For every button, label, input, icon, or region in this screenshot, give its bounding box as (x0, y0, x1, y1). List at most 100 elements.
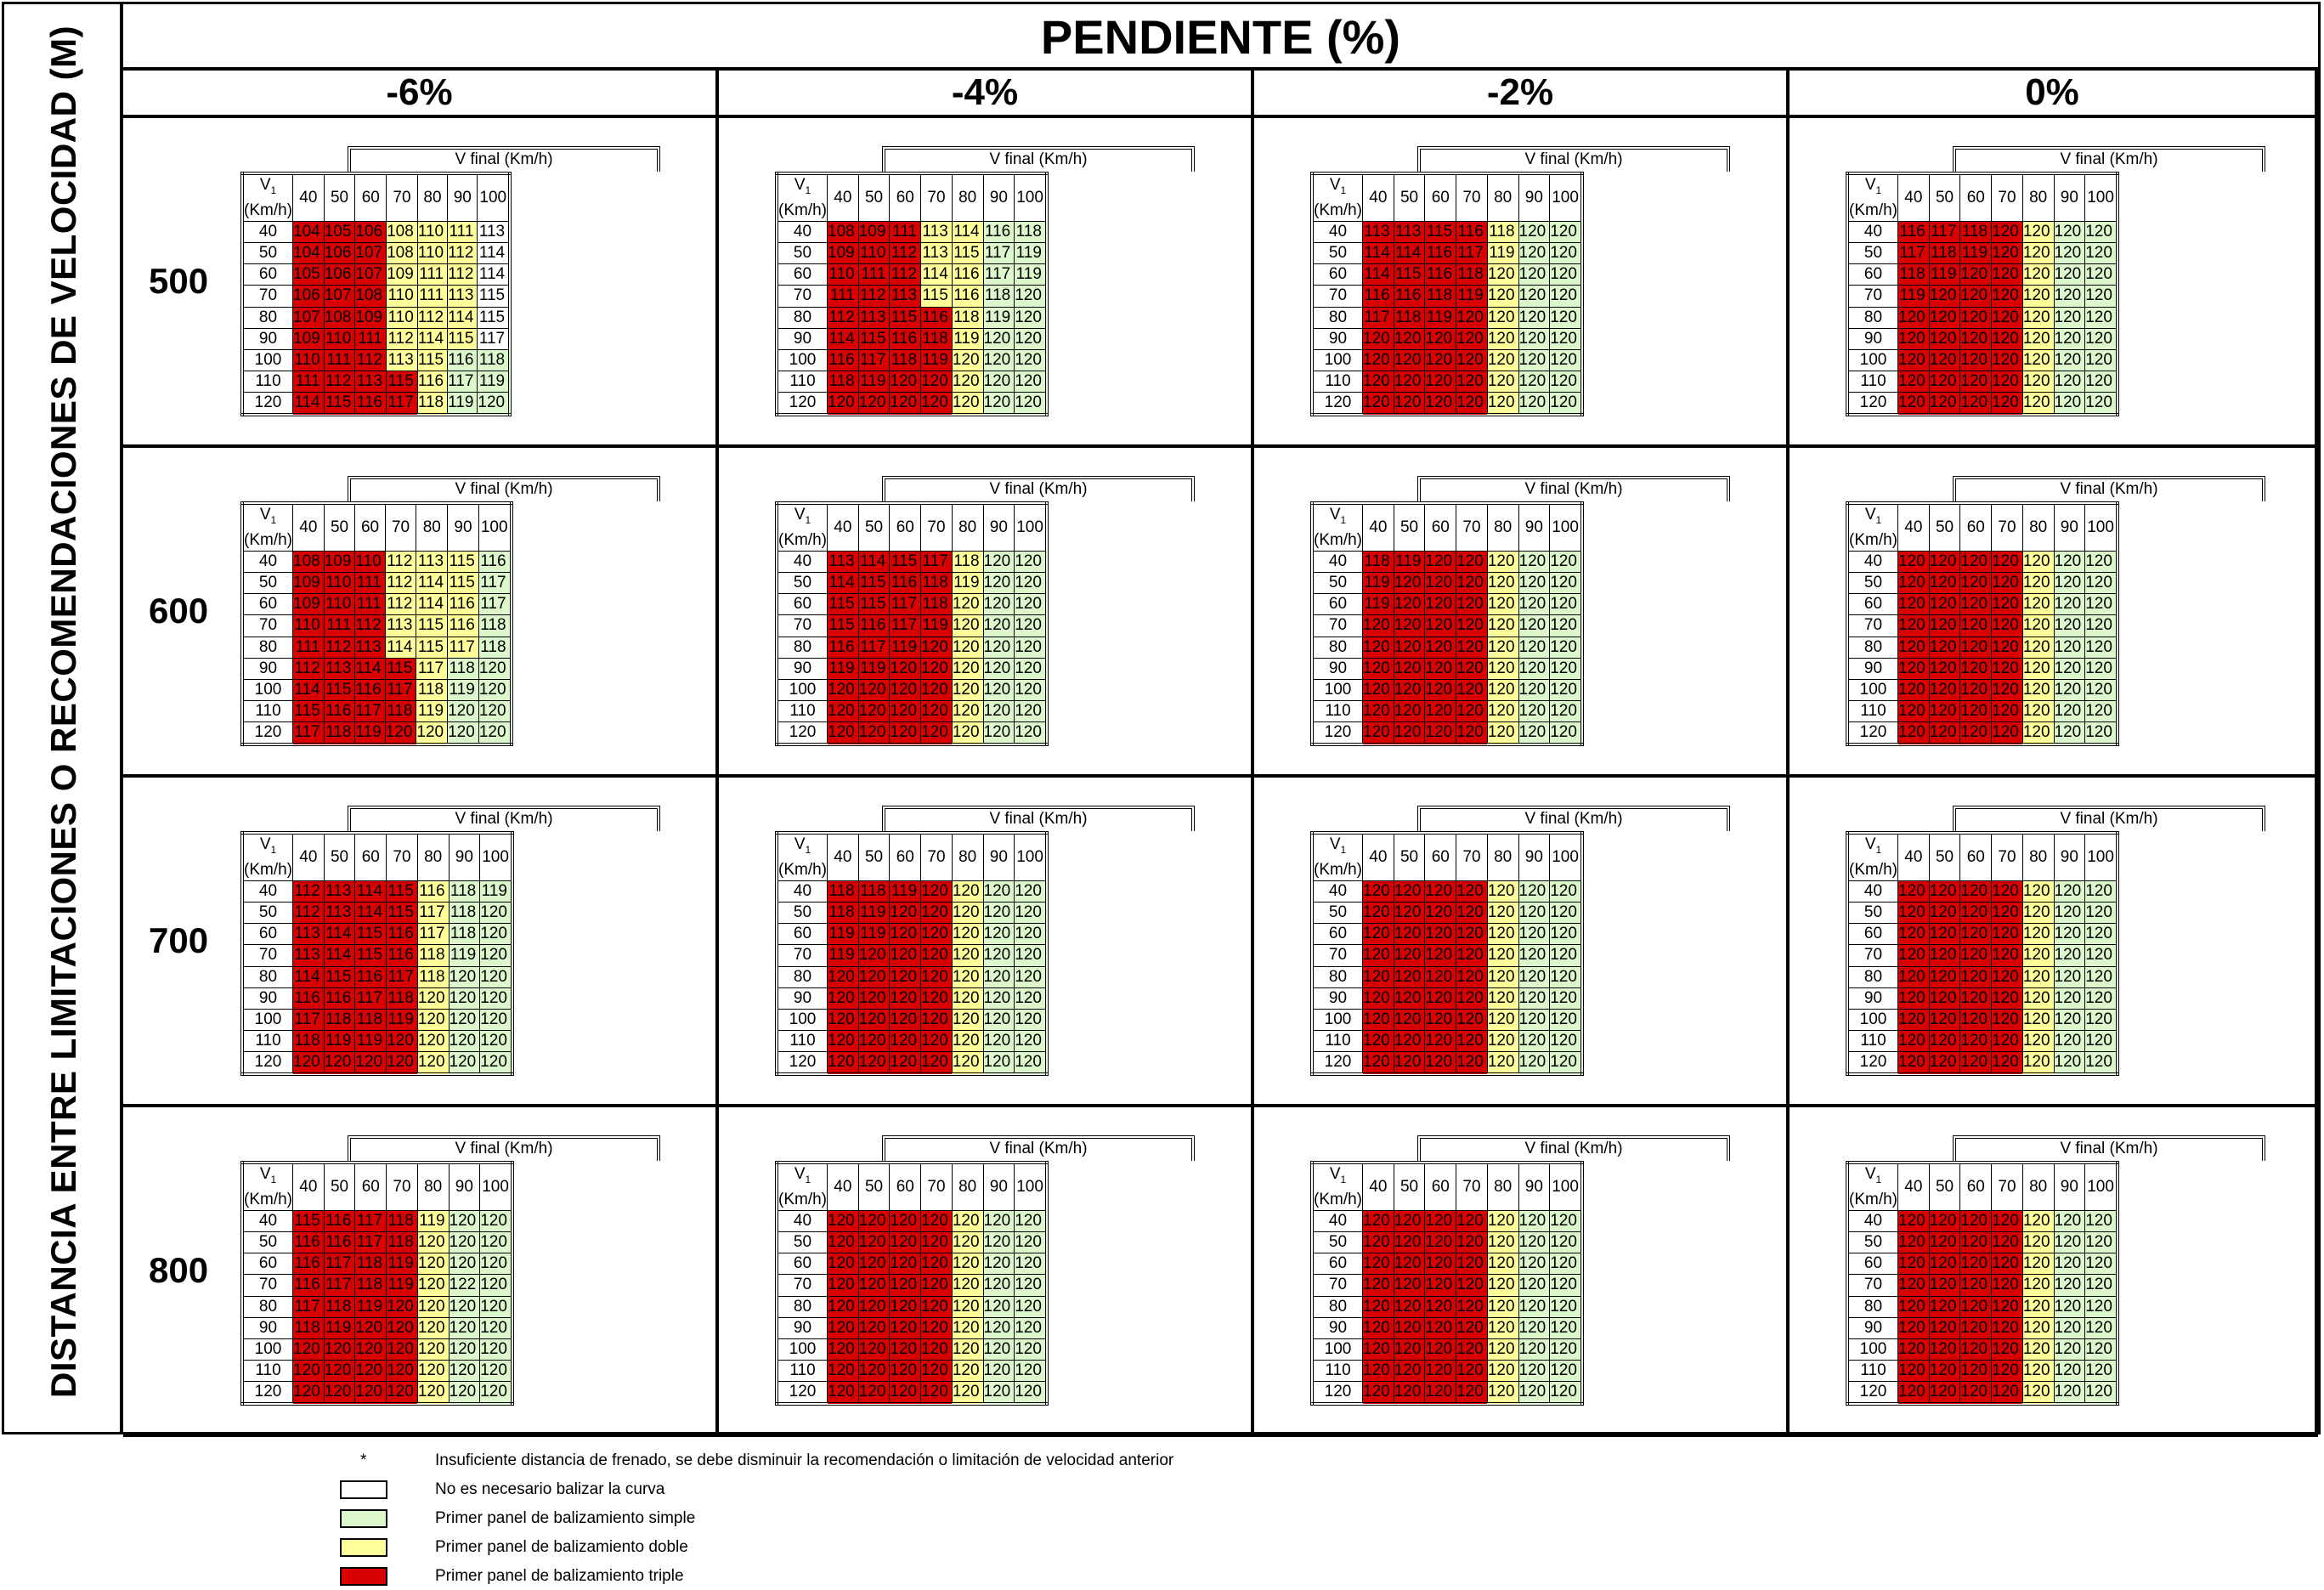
v1-value: 80 (1846, 636, 1898, 659)
speed-value-cell: 113 (827, 550, 859, 573)
speed-value-cell: 120 (1991, 1008, 2023, 1032)
speed-value-cell: 120 (1518, 550, 1551, 573)
header-row: V1 (Km/h) 40 50 60 70 80 90 100 (776, 1162, 1048, 1211)
speed-value-cell: 120 (2021, 306, 2055, 329)
speed-value-cell: 122 (448, 1274, 481, 1297)
speed-value-cell: 120 (1991, 593, 2023, 616)
speed-value-cell: 116 (889, 327, 922, 350)
v1-value: 120 (1311, 721, 1363, 745)
table-row: 70 120 120 120 120 120 120 120 (776, 1274, 1048, 1297)
v-final-column-header: 70 (1456, 1162, 1488, 1211)
v-final-column-header: 60 (354, 832, 387, 881)
v1-value: 100 (1311, 348, 1363, 372)
speed-value-cell: 120 (1456, 1338, 1488, 1361)
speed-value-cell: 119 (1393, 550, 1426, 573)
speed-value-cell: 120 (1549, 593, 1583, 616)
header-row: V1 (Km/h) 40 50 60 70 80 90 100 (241, 1162, 513, 1211)
speed-value-cell: 120 (1362, 392, 1394, 416)
speed-value-cell: 118 (416, 965, 450, 988)
v-final-column-header: 70 (1991, 1162, 2023, 1211)
speed-value-cell: 115 (1393, 263, 1426, 286)
speed-value-cell: 120 (2021, 1051, 2055, 1075)
v-final-column-header: 80 (951, 173, 984, 222)
speed-value-cell: 119 (1014, 241, 1048, 265)
speed-value-cell: 120 (1991, 636, 2023, 659)
speed-value-cell: 110 (386, 285, 418, 308)
speed-value-cell: 120 (1424, 636, 1457, 659)
speed-value-cell: 120 (982, 371, 1015, 393)
speed-value-cell: 120 (2053, 923, 2086, 946)
speed-value-cell: 120 (1424, 880, 1457, 903)
speed-value-cell: 120 (889, 1316, 922, 1339)
table-row: 40 120 120 120 120 120 120 120 (776, 1209, 1048, 1232)
v1-value: 50 (1846, 571, 1898, 595)
v1-header: V1 (Km/h) (1311, 173, 1363, 222)
speed-value-cell: 120 (2084, 987, 2118, 1010)
speed-value-cell: 120 (479, 1360, 513, 1383)
speed-value-cell: 120 (889, 678, 922, 702)
speed-value-cell: 118 (323, 721, 356, 745)
speed-value-cell: 120 (1456, 614, 1488, 637)
speed-value-cell: 114 (827, 327, 859, 350)
table-row: 60 105 106 107 109 111 112 114 (241, 263, 511, 286)
speed-value-cell: 120 (1991, 700, 2023, 723)
table-row: 50 114 114 116 117 119 120 120 (1311, 241, 1583, 265)
v1-value: 70 (241, 1274, 293, 1297)
speed-value-cell: 113 (920, 241, 953, 265)
speed-value-cell: 111 (857, 263, 891, 286)
speed-value-cell: 120 (2053, 1295, 2086, 1318)
v-final-column-header: 70 (386, 832, 418, 881)
speed-value-cell: 120 (920, 1253, 953, 1276)
v1-value: 40 (776, 1209, 828, 1232)
speed-value-cell: 120 (1928, 678, 1961, 702)
v-final-column-header: 60 (1424, 173, 1457, 222)
speed-value-cell: 116 (292, 1274, 325, 1297)
speed-value-cell: 120 (1456, 1030, 1488, 1053)
speed-value-cell: 115 (354, 944, 387, 967)
table-row: 40 118 119 120 120 120 120 120 (1311, 550, 1583, 573)
speed-value-cell: 118 (920, 593, 953, 616)
table-row: 40 104 105 106 108 110 111 113 (241, 220, 511, 243)
speed-value-cell: 120 (1518, 880, 1551, 903)
speed-value-cell: 115 (416, 348, 449, 372)
speed-value-cell: 120 (2021, 636, 2055, 659)
speed-value-cell: 120 (2021, 923, 2055, 946)
v1-header: V1 (Km/h) (241, 173, 293, 222)
speed-value-cell: 120 (1928, 614, 1961, 637)
v-final-column-header: 100 (1549, 1162, 1583, 1211)
speed-value-cell: 120 (1549, 700, 1583, 723)
speed-value-cell: 118 (292, 1316, 325, 1339)
speed-value-cell: 109 (323, 550, 356, 573)
table-row: 50 112 113 114 115 117 118 120 (241, 901, 513, 925)
speed-value-cell: 120 (1518, 923, 1551, 946)
v1-value: 80 (1311, 965, 1363, 988)
speed-value-cell: 119 (1362, 571, 1394, 595)
speed-value-cell: 120 (857, 944, 891, 967)
speed-value-cell: 117 (292, 721, 325, 745)
speed-value-cell: 120 (951, 1209, 984, 1232)
table-row: 100 120 120 120 120 120 120 120 (776, 1338, 1048, 1361)
v1-value: 90 (1311, 327, 1363, 350)
v-final-column-header: 80 (951, 832, 984, 881)
v1-value: 60 (241, 593, 293, 616)
speed-value-cell: 120 (1424, 657, 1457, 680)
speed-value-cell: 114 (1362, 263, 1394, 286)
speed-value-cell: 120 (1897, 965, 1930, 988)
speed-value-cell: 120 (1393, 392, 1426, 416)
speed-value-cell: 120 (447, 721, 479, 745)
speed-value-cell: 120 (2053, 1274, 2086, 1297)
speed-value-cell: 120 (479, 1381, 513, 1405)
v-final-column-header: 80 (951, 1162, 984, 1211)
speed-value-cell: 120 (1362, 944, 1394, 967)
v-final-column-header: 90 (2053, 173, 2086, 222)
v-final-column-header: 70 (1456, 173, 1488, 222)
speed-value-cell: 120 (1959, 987, 1993, 1010)
table-row: 120 120 120 120 120 120 120 120 (776, 392, 1048, 416)
speed-value-cell: 120 (1393, 923, 1426, 946)
speed-value-cell: 120 (1456, 700, 1488, 723)
speed-value-cell: 120 (1014, 1209, 1048, 1232)
v-final-column-header: 70 (384, 502, 417, 552)
speed-value-cell: 114 (323, 944, 356, 967)
v1-value: 70 (241, 614, 293, 637)
speed-value-cell: 120 (920, 1274, 953, 1297)
